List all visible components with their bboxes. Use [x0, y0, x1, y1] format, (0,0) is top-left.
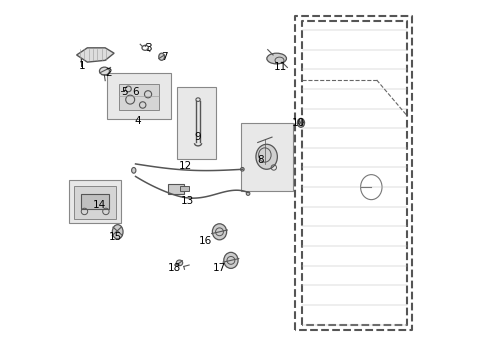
Ellipse shape	[212, 224, 226, 240]
Text: 11: 11	[273, 63, 286, 72]
Bar	[176, 87, 216, 158]
Polygon shape	[81, 194, 109, 208]
Ellipse shape	[246, 192, 249, 195]
Text: 17: 17	[212, 262, 225, 273]
Text: 2: 2	[105, 68, 112, 78]
Ellipse shape	[240, 167, 244, 171]
Text: 6: 6	[132, 87, 139, 98]
Bar	[167, 184, 183, 194]
Ellipse shape	[131, 167, 136, 173]
Ellipse shape	[266, 53, 286, 64]
Text: 12: 12	[179, 161, 192, 171]
Bar	[241, 123, 292, 191]
Ellipse shape	[112, 225, 123, 239]
Bar	[119, 84, 159, 111]
Text: 15: 15	[109, 232, 122, 242]
Bar	[74, 186, 116, 219]
Text: 1: 1	[79, 61, 85, 71]
Ellipse shape	[297, 118, 304, 127]
Text: 13: 13	[181, 197, 194, 206]
Text: 14: 14	[93, 200, 106, 210]
Text: 10: 10	[291, 118, 304, 128]
Ellipse shape	[224, 252, 238, 269]
Text: 5: 5	[122, 87, 128, 98]
Bar	[69, 180, 121, 223]
Bar	[180, 186, 189, 192]
Text: 9: 9	[194, 132, 201, 142]
Ellipse shape	[159, 53, 164, 60]
Ellipse shape	[99, 67, 109, 75]
Text: 3: 3	[144, 43, 151, 53]
Bar	[107, 73, 171, 119]
Text: 18: 18	[168, 262, 181, 273]
Text: 4: 4	[134, 116, 141, 126]
Text: 8: 8	[257, 156, 264, 165]
Text: 7: 7	[161, 52, 167, 62]
Text: 16: 16	[198, 236, 211, 246]
Polygon shape	[77, 48, 114, 62]
Ellipse shape	[176, 260, 183, 266]
Ellipse shape	[255, 144, 277, 169]
